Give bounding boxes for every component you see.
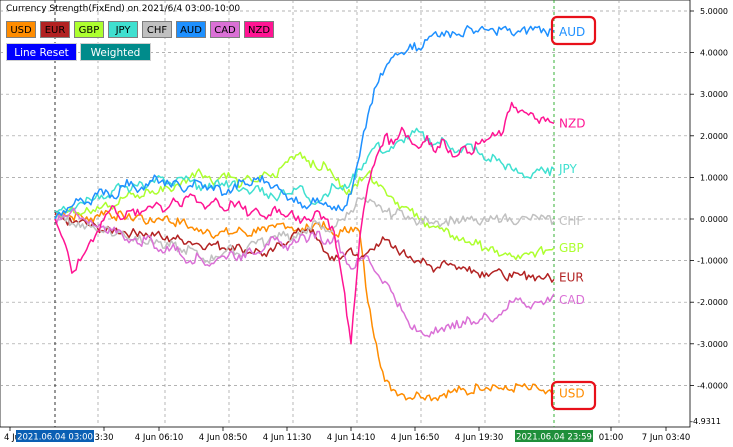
currency-button-usd[interactable]: USD — [6, 21, 36, 38]
end-label-usd: USD — [559, 387, 585, 401]
currency-button-chf[interactable]: CHF — [142, 21, 172, 38]
y-tick-label: -4.0000 — [697, 381, 728, 390]
x-tick-label: 4 Jun 19:30 — [455, 433, 504, 443]
y-tick-label: 2.0000 — [700, 132, 728, 141]
end-marker-box — [515, 430, 593, 442]
weighted-button[interactable]: Weighted — [80, 43, 151, 61]
x-tick-label: 4 Jun 06:10 — [135, 433, 184, 443]
x-tick-label: 4 Jun 08:50 — [199, 433, 248, 443]
x-tick-label: 7 Jun 03:40 — [642, 433, 691, 443]
currency-button-eur[interactable]: EUR — [40, 21, 70, 38]
y-tick-label: 0.0000 — [700, 215, 728, 224]
x-tick-label: 4 Ju — [4, 433, 20, 443]
y-tick-label: -3.0000 — [697, 340, 728, 349]
y-tick-label: 4.0000 — [700, 49, 728, 58]
indicator-title: Currency Strength(FixEnd) on 2021/6/4 03… — [6, 4, 240, 14]
y-tick-label: 3.0000 — [700, 90, 728, 99]
usd-highlight-box — [550, 380, 597, 411]
x-tick-label: 4 Jun 11:30 — [263, 433, 312, 443]
currency-button-aud[interactable]: AUD — [176, 21, 206, 38]
start-marker-label: 2021.06.04 03:00 — [17, 433, 93, 443]
series-line-chf — [54, 196, 555, 264]
end-marker-label: 2021.06.04 23:59 — [516, 433, 592, 443]
x-tick-label: 4 Jun 16:50 — [391, 433, 440, 443]
end-label-chf: CHF — [559, 214, 583, 228]
end-label-aud: AUD — [559, 25, 585, 39]
y-tick-label: -2.0000 — [697, 298, 728, 307]
aud-highlight-box — [550, 15, 597, 46]
x-tick-label: 3:30 — [94, 433, 113, 443]
y-tick-label: 5.0000 — [700, 7, 728, 16]
series-line-nzd — [54, 101, 555, 345]
series-line-gbp — [54, 151, 555, 261]
currency-end-labels: USD EUR GBP JPY CHF AUD CAD NZD — [550, 15, 597, 411]
series-line-cad — [54, 207, 555, 338]
x-tick-label: 4 Jun 14:10 — [327, 433, 376, 443]
series-line-jpy — [54, 127, 555, 214]
series-line-aud — [54, 25, 555, 220]
line-reset-button[interactable]: Line Reset — [6, 43, 77, 61]
x-tick-label: 01:00 — [599, 433, 624, 443]
currency-button-cad[interactable]: CAD — [210, 21, 240, 38]
currency-button-jpy[interactable]: JPY — [108, 21, 138, 38]
end-label-eur: EUR — [559, 270, 584, 284]
end-label-nzd: NZD — [559, 116, 585, 130]
y-tick-label: -1.0000 — [697, 257, 728, 266]
series-layer — [54, 25, 555, 402]
y-tick-label: 1.0000 — [700, 173, 728, 182]
y-axis: 5.0000 4.0000 3.0000 2.0000 1.0000 0.0000 -1.0… — [690, 7, 728, 426]
end-label-gbp: GBP — [559, 241, 584, 255]
currency-button-gbp[interactable]: GBP — [74, 21, 104, 38]
series-line-eur — [54, 210, 555, 283]
end-label-jpy: JPY — [558, 162, 578, 176]
end-label-cad: CAD — [559, 293, 585, 307]
y-bottom-label: -4.9311 — [690, 417, 721, 426]
currency-button-nzd[interactable]: NZD — [244, 21, 274, 38]
start-marker-box — [16, 430, 94, 442]
x-axis: 4 Ju 3:30 4 Jun 06:10 4 Jun 08:50 4 Jun 11:3… — [4, 427, 690, 443]
